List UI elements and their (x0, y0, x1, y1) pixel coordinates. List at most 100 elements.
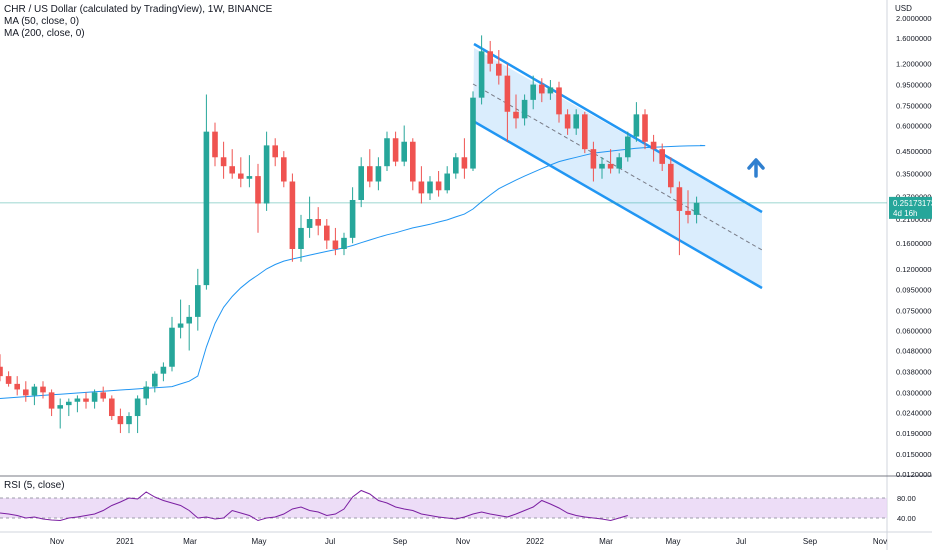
candle-body (384, 138, 390, 167)
price-tick-label: 0.01500000 (896, 450, 932, 459)
candle-body (478, 51, 485, 98)
candle-body (418, 181, 425, 194)
price-tick-label: 0.07500000 (896, 307, 932, 316)
candle-body (659, 149, 665, 164)
candle-body (573, 114, 579, 129)
candle-body (5, 376, 12, 384)
candle-body (642, 114, 648, 142)
candle-body (126, 416, 132, 425)
price-tick-label: 0.09500000 (896, 286, 932, 295)
last-price-badge (889, 196, 932, 219)
candle-body (564, 114, 571, 129)
candle-body (220, 157, 227, 167)
price-tick-label: 0.75000000 (896, 102, 932, 111)
candle-body (547, 87, 554, 94)
candle-body (367, 166, 373, 182)
price-tick-label: 0.03800000 (896, 367, 932, 376)
candle-body (263, 145, 270, 204)
candle-body (496, 63, 502, 76)
price-tick-label: 0.06000000 (896, 327, 932, 336)
candle-body (186, 316, 192, 324)
price-tick-label: 0.04800000 (896, 347, 932, 356)
price-tick-label: 0.02400000 (896, 408, 932, 417)
candle-body (66, 401, 72, 406)
candle-body (410, 141, 416, 182)
time-tick-label: Mar (183, 537, 197, 546)
time-tick-label: Nov (873, 537, 887, 546)
candle-body (23, 389, 29, 396)
price-tick-label: 0.45000000 (896, 147, 932, 156)
time-tick-label: May (251, 537, 266, 546)
countdown-label: 4d 16h (893, 209, 917, 218)
time-tick-label: Jul (325, 537, 335, 546)
candle-body (539, 84, 545, 94)
channel-upper-line (473, 42, 763, 214)
candle-body (676, 187, 683, 211)
candle-body (246, 176, 253, 179)
candle-body (195, 285, 201, 317)
rsi-tick-label: 40.00 (897, 514, 916, 523)
candle-body (427, 181, 433, 194)
price-axis-unit: USD (895, 4, 912, 13)
candle-body (650, 141, 657, 150)
candle-body (599, 163, 605, 169)
candle-body (315, 219, 321, 226)
channel-lower-line (472, 119, 763, 290)
candle-body (255, 176, 261, 204)
candle-body (57, 405, 63, 409)
candle-body (324, 225, 330, 241)
candle-body (306, 219, 313, 228)
price-tick-label: 0.01200000 (896, 470, 932, 479)
candle-body (143, 386, 149, 399)
candle-body (590, 149, 597, 169)
candles (0, 35, 700, 434)
time-tick-label: Sep (393, 537, 408, 546)
up-arrow-icon (747, 158, 765, 178)
candle-body (238, 173, 244, 179)
price-tick-label: 1.20000000 (896, 60, 932, 69)
candle-body (513, 111, 519, 119)
rsi-legend: RSI (5, close) (4, 480, 65, 491)
candle-body (0, 366, 3, 377)
time-tick-label: Jul (736, 537, 746, 546)
candle-body (169, 327, 175, 367)
price-tick-label: 0.95000000 (896, 81, 932, 90)
candle-body (625, 136, 631, 158)
candle-body (100, 392, 106, 399)
candle-body (83, 398, 89, 402)
time-tick-label: Nov (50, 537, 64, 546)
candle-body (117, 416, 124, 425)
candle-body (693, 202, 700, 215)
candle-body (521, 99, 528, 119)
time-tick-label: 2022 (526, 537, 544, 546)
price-tick-label: 0.01900000 (896, 429, 932, 438)
candle-body (31, 386, 38, 396)
candle-body (341, 237, 347, 249)
price-tick-label: 2.00000000 (896, 14, 932, 23)
candle-body (298, 227, 304, 249)
candle-body (281, 157, 287, 182)
candle-body (375, 166, 382, 182)
candle-body (461, 157, 468, 169)
candle-body (504, 75, 511, 112)
rsi-line (0, 489, 628, 522)
candle-body (109, 398, 115, 417)
candle-body (48, 392, 55, 409)
candle-body (152, 373, 158, 387)
rsi-band (0, 498, 887, 518)
candle-body (134, 398, 141, 417)
candle-body (74, 398, 81, 402)
candle-body (332, 240, 339, 249)
price-tick-label: 0.16000000 (896, 239, 932, 248)
price-tick-label: 0.35000000 (896, 170, 932, 179)
candle-body (453, 157, 459, 174)
candle-body (668, 163, 674, 188)
candle-body (14, 383, 20, 390)
price-tick-label: 0.21000000 (896, 215, 932, 224)
time-tick-label: Mar (599, 537, 613, 546)
ma200-legend: MA (200, close, 0) (4, 28, 85, 39)
candle-body (392, 138, 399, 162)
chart-legend: CHR / US Dollar (calculated by TradingVi… (4, 4, 272, 40)
